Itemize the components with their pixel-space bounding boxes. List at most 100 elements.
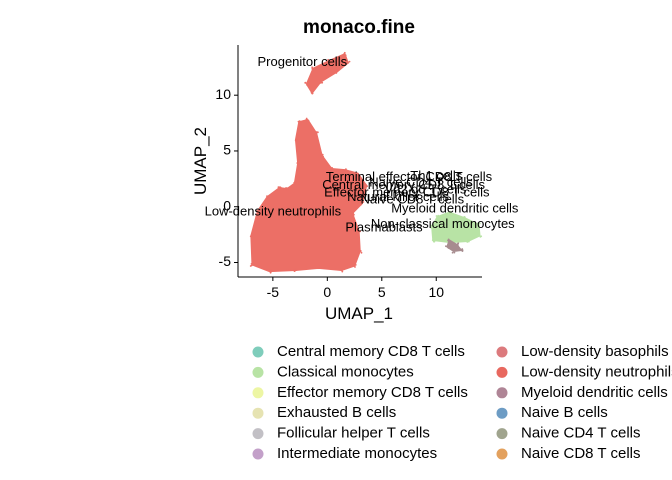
cell-point: [453, 251, 456, 254]
cell-point: [331, 167, 334, 169]
cell-point: [318, 265, 321, 268]
cell-point: [359, 250, 362, 253]
cell-point: [270, 269, 272, 271]
cluster-label-vd2-gd-t-cells: Vd2 gd T cells: [384, 181, 466, 196]
cell-point: [456, 244, 459, 247]
y-ticks: -5 0 5 10: [215, 86, 238, 269]
cell-point: [278, 186, 281, 189]
legend-label: Central memory CD8 T cells: [277, 343, 465, 360]
x-tick-label: -5: [267, 284, 280, 300]
cell-point: [448, 239, 451, 242]
cell-point: [269, 270, 272, 273]
cell-point: [250, 264, 253, 267]
cluster-area: [431, 211, 481, 244]
cell-point: [357, 172, 359, 175]
cell-point: [447, 245, 450, 248]
legend-label: Naive CD4 T cells: [521, 425, 641, 442]
cell-point: [430, 224, 433, 227]
cell-point: [467, 240, 470, 243]
cell-point: [353, 265, 356, 267]
cell-point: [341, 269, 343, 272]
legend-swatch: [252, 366, 264, 378]
cluster-label-effector-memory-cd8-t-cells: Effector memory CD8 T cells: [324, 185, 490, 200]
legend-item-myeloid-dendritic-cells: Myeloid dendritic cells: [496, 384, 668, 401]
cell-point: [342, 170, 345, 173]
cluster-label-non-classical-monocytes: Non-classical monocytes: [371, 216, 515, 231]
legend-swatch: [496, 366, 508, 378]
cell-point: [266, 195, 268, 198]
cluster-area: [446, 239, 463, 253]
x-tick-label: 0: [323, 284, 331, 300]
legend-swatch: [496, 407, 508, 419]
cell-point: [311, 92, 314, 95]
cell-point: [305, 117, 308, 120]
cell-point: [329, 166, 332, 169]
legend-item-low-density-neutrophils: Low-density neutrophils: [496, 363, 672, 380]
x-ticks: -5 0 5 10: [267, 277, 444, 300]
cluster-label-progenitor-cells: Progenitor cells: [257, 54, 347, 69]
legend-swatch: [252, 407, 264, 419]
x-tick-label: 5: [378, 284, 386, 300]
legend-label: Naive CD8 T cells: [521, 445, 641, 462]
cell-point: [358, 249, 360, 252]
legend-item-central-memory-cd8-t-cells: Central memory CD8 T cells: [252, 343, 465, 360]
legend-item-naive-cd4-t-cells: Naive CD4 T cells: [496, 425, 641, 442]
y-axis-title: UMAP_2: [191, 127, 210, 195]
cell-point: [447, 247, 450, 249]
cell-point: [350, 213, 353, 216]
y-tick-label: 5: [223, 142, 231, 158]
legend-label: Low-density neutrophils: [521, 363, 672, 380]
cell-point: [466, 241, 469, 243]
cell-point: [258, 211, 260, 214]
cell-point: [317, 267, 319, 270]
cluster-label-myeloid-dendritic-cells: Myeloid dendritic cells: [391, 200, 519, 215]
cell-point: [249, 235, 252, 238]
cell-point: [433, 240, 436, 243]
legend-swatch: [496, 448, 508, 460]
cell-point: [437, 214, 440, 217]
chart-title: monaco.fine: [303, 17, 415, 38]
cell-point: [315, 131, 318, 133]
cell-point: [311, 67, 314, 70]
cell-point: [335, 72, 338, 74]
legend-label: Intermediate monocytes: [277, 445, 437, 462]
cell-point: [447, 238, 450, 241]
cell-point: [346, 60, 348, 63]
cell-point: [357, 230, 360, 233]
legend-label: Classical monocytes: [277, 363, 414, 380]
x-tick-label: 10: [428, 284, 444, 300]
cell-point: [307, 120, 310, 122]
cell-point: [320, 81, 323, 83]
cell-point: [467, 239, 470, 242]
cluster-progenitor-cells: [304, 51, 351, 95]
cell-point: [347, 61, 350, 64]
cell-point: [431, 239, 434, 242]
legend-label: Effector memory CD8 T cells: [277, 384, 468, 401]
cluster-label-natural-killer-cells: Natural killer cells: [347, 189, 449, 204]
cell-point: [449, 211, 451, 214]
cell-point: [250, 263, 253, 265]
legend-swatch: [252, 428, 264, 440]
cell-point: [364, 185, 367, 188]
legend-swatch: [252, 387, 264, 399]
cluster-label-th1-cells: Th1 cells: [410, 168, 463, 183]
cluster-label-naive-cd8-t-cells: Naive CD8 T cells: [361, 191, 465, 206]
cell-point: [453, 249, 456, 252]
legend-item-intermediate-monocytes: Intermediate monocytes: [252, 445, 437, 462]
legend-item-classical-monocytes: Classical monocytes: [252, 363, 414, 380]
cell-point: [360, 251, 363, 254]
legend-label: Follicular helper T cells: [277, 425, 430, 442]
cell-point: [477, 222, 480, 225]
cluster-label-central-memory-cd8-t-cells: Central memory CD8 T cells: [322, 177, 485, 192]
cell-point: [345, 168, 347, 171]
cluster-label-low-density-neutrophils: Low-density neutrophils: [205, 204, 342, 219]
y-tick-label: 10: [215, 86, 231, 102]
cell-point: [451, 251, 454, 254]
cell-point: [293, 181, 296, 184]
cell-point: [343, 53, 345, 56]
cell-point: [477, 224, 480, 227]
legend-item-exhausted-b-cells: Exhausted B cells: [252, 404, 396, 421]
legend-swatch: [496, 428, 508, 440]
cluster-low-density-neutrophils: [249, 117, 368, 274]
legend: Central memory CD8 T cells Classical mono…: [252, 343, 672, 462]
